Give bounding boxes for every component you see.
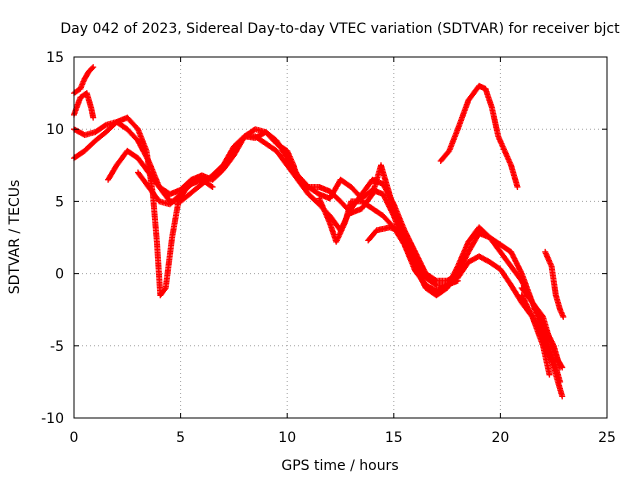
series-arc-i bbox=[518, 285, 566, 371]
series-arc-e bbox=[105, 133, 564, 371]
axis-ticks: 0 5 10 15 20 25 -10 -5 0 5 10 15 bbox=[41, 50, 616, 446]
data-marker-trail bbox=[71, 64, 97, 97]
series-arc-l bbox=[437, 82, 521, 190]
x-tick-label: 15 bbox=[385, 430, 403, 446]
series-arc-d bbox=[71, 119, 564, 385]
plot-frame bbox=[73, 56, 608, 419]
y-axis-label: SDTVAR / TECUs bbox=[7, 180, 23, 295]
x-tick-label: 0 bbox=[70, 430, 79, 446]
data-marker-trail bbox=[135, 169, 216, 208]
x-tick-label: 5 bbox=[176, 430, 185, 446]
x-tick-label: 20 bbox=[491, 430, 509, 446]
x-axis-label: GPS time / hours bbox=[281, 458, 398, 474]
y-tick-label: -10 bbox=[41, 411, 64, 427]
series-arc-f bbox=[135, 169, 216, 208]
y-tick-label: 5 bbox=[55, 194, 64, 210]
data-marker-trail bbox=[542, 248, 567, 320]
series-arc-j bbox=[518, 292, 553, 378]
y-tick-label: -5 bbox=[50, 339, 64, 355]
y-tick-label: 10 bbox=[46, 122, 64, 138]
data-marker-trail bbox=[518, 285, 566, 371]
data-marker-trail bbox=[437, 82, 521, 190]
chart-title: Day 042 of 2023, Sidereal Day-to-day VTE… bbox=[60, 21, 620, 37]
y-tick-label: 15 bbox=[46, 50, 64, 66]
data-marker-trail bbox=[365, 224, 408, 244]
data-marker-trail bbox=[518, 292, 553, 378]
x-tick-label: 25 bbox=[598, 430, 616, 446]
data-points bbox=[71, 64, 567, 400]
series-arc-k bbox=[542, 248, 567, 320]
data-marker-trail bbox=[71, 119, 564, 385]
data-marker-trail bbox=[316, 195, 461, 294]
series-arc-a bbox=[71, 64, 97, 97]
data-marker-trail bbox=[105, 133, 564, 371]
y-tick-label: 0 bbox=[55, 267, 64, 283]
series-arc-g bbox=[316, 195, 461, 294]
x-tick-label: 10 bbox=[278, 430, 296, 446]
series-arc-h bbox=[365, 224, 408, 244]
